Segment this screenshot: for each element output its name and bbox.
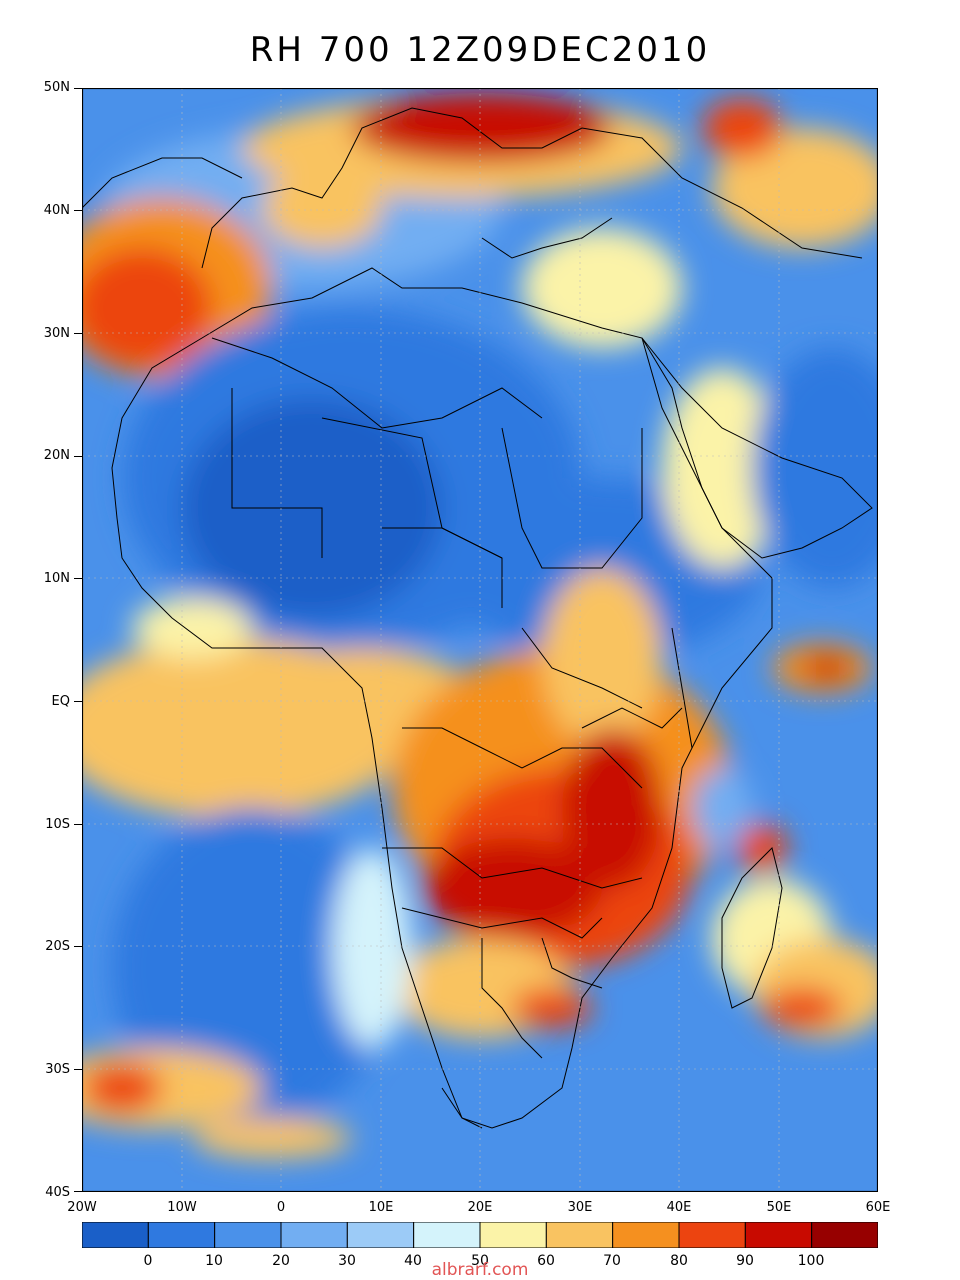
lon-label-50e: 50E [766,1200,792,1215]
colorbar-label: 10 [205,1253,223,1269]
colorbar-label: 40 [404,1253,422,1269]
colorbar-cell [811,1222,878,1248]
lat-label-10n: 10N [43,571,70,586]
lat-tick [74,88,82,89]
colorbar-cell [479,1222,547,1248]
colorbar-cell [545,1222,614,1248]
lat-label-20n: 20N [43,448,70,463]
lat-tick [74,578,82,579]
lat-tick [74,456,82,457]
colorbar-label: 0 [143,1253,153,1269]
colorbar-label: 70 [603,1253,621,1269]
colorbar-label: 100 [797,1253,825,1269]
colorbar-label: 60 [537,1253,555,1269]
lat-label-20s: 20S [45,939,70,954]
lon-label-60e: 60E [865,1200,891,1215]
lat-label-40s: 40S [45,1185,70,1200]
lat-label-30n: 30N [43,326,70,341]
lon-label-30e: 30E [567,1200,593,1215]
lon-label-10w: 10W [167,1200,197,1215]
lat-label-10s: 10S [45,817,70,832]
watermark: albrarf.com [431,1260,529,1280]
colorbar-label: 90 [736,1253,754,1269]
colorbar-cell [413,1222,481,1248]
colorbar-cell [214,1222,282,1248]
lat-label-50n: 50N [43,80,70,95]
colorbar [82,1222,878,1248]
lon-label-10e: 10E [368,1200,394,1215]
colorbar-cell [678,1222,746,1248]
colorbar-label: 20 [272,1253,290,1269]
lon-label-40e: 40E [666,1200,692,1215]
colorbar-cell [744,1222,813,1248]
lat-label-eq: EQ [51,694,70,709]
lat-tick [74,210,82,211]
colorbar-label: 80 [670,1253,688,1269]
lat-tick [74,1191,82,1192]
lon-label-20w: 20W [67,1200,97,1215]
colorbar-cell [147,1222,216,1248]
lat-tick [74,1069,82,1070]
lon-label-0: 0 [276,1200,286,1215]
colorbar-cell [280,1222,348,1248]
lat-label-40n: 40N [43,203,70,218]
colorbar-cell [82,1222,149,1248]
map-title: RH 700 12Z09DEC2010 [249,30,711,70]
lat-tick [74,824,82,825]
colorbar-label: 30 [338,1253,356,1269]
colorbar-label: 50 [471,1253,489,1269]
lat-label-30s: 30S [45,1062,70,1077]
rh-map [82,88,878,1192]
colorbar-cell [346,1222,415,1248]
lat-tick [74,946,82,947]
colorbar-cell [612,1222,680,1248]
lat-tick [74,333,82,334]
lon-label-20e: 20E [467,1200,493,1215]
lat-tick [74,701,82,702]
